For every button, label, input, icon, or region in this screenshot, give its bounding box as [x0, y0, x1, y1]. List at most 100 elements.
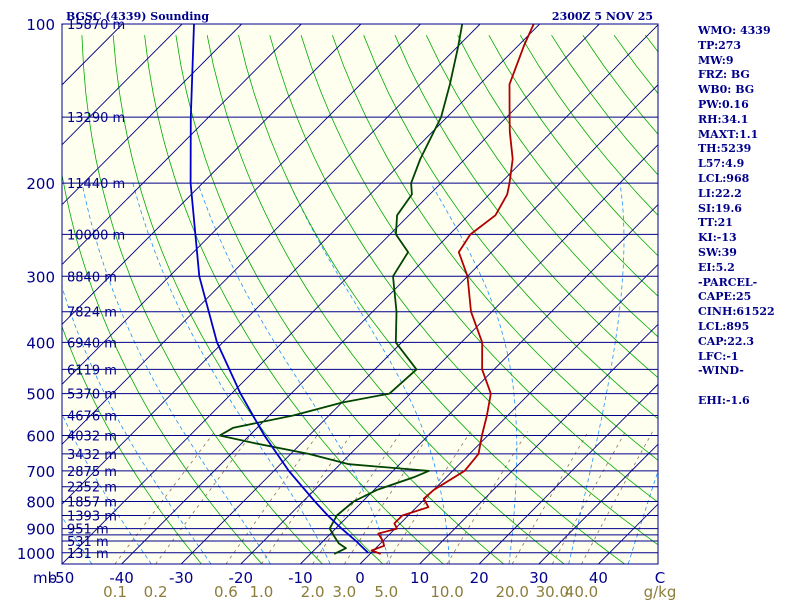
isotherm [121, 24, 658, 564]
mixing-ratio-line [551, 431, 626, 564]
moist-adiabat [568, 183, 625, 564]
mixing-ratio-tick-label: 0.1 [103, 583, 127, 600]
height-label: 15870 m [67, 18, 125, 33]
mixing-ratio-tick-label: 1.0 [249, 583, 273, 600]
stability-index: LFC:-1 [698, 349, 739, 363]
temperature-tick-labels: -50 -40 -30 -20 -10 0 10 20 30 40 [50, 569, 608, 587]
temperature-tick-label: 30 [529, 569, 548, 587]
sounding-series [189, 24, 535, 555]
stability-index: SW:39 [698, 245, 737, 259]
isobars [62, 24, 658, 554]
pressure-tick-label: 900 [26, 521, 55, 539]
stability-index: EI:5.2 [698, 260, 735, 274]
height-label: 13290 m [67, 111, 125, 126]
temperature-tick-label: -20 [229, 569, 254, 587]
stability-index: WMO: 4339 [698, 24, 771, 37]
isotherm [62, 24, 362, 326]
temperature-tick-label: -10 [288, 569, 313, 587]
dry-adiabat [206, 35, 565, 564]
moist-adiabat [62, 413, 152, 564]
stability-index: FRZ: BG [698, 68, 750, 82]
temperature-tick-label: 40 [589, 569, 608, 587]
height-label: 2875 m [67, 465, 117, 480]
mixing-ratio-tick-label: 2.0 [301, 583, 325, 600]
temperature-tick-label: -30 [169, 569, 194, 587]
dry-adiabat [62, 172, 263, 564]
stability-index: LI:22.2 [698, 186, 742, 200]
plot-frame [61, 23, 659, 565]
temperature-tick-label: -50 [50, 569, 75, 587]
dry-adiabat [81, 35, 323, 564]
dry-adiabat [332, 35, 658, 461]
stability-index: LCL:895 [698, 319, 750, 333]
moist-adiabat [289, 183, 450, 564]
pressure-tick-label: 800 [26, 494, 55, 512]
isotherm [62, 24, 64, 26]
plot-background [62, 24, 658, 564]
pressure-axis-label: mb [33, 569, 57, 587]
isotherm [300, 203, 658, 564]
stability-index: LCL:968 [698, 171, 750, 185]
isotherm [62, 24, 421, 385]
stability-index: CINH:61522 [698, 305, 775, 319]
height-label: 1857 m [67, 496, 117, 511]
isotherm [419, 323, 658, 564]
height-label: 6119 m [67, 363, 117, 378]
height-label: 7824 m [67, 306, 117, 321]
isotherm [478, 383, 658, 564]
height-label: 1393 m [67, 510, 117, 525]
pressure-tick-label: 400 [26, 334, 55, 352]
pressure-tick-label: 1000 [17, 545, 55, 563]
stability-index: CAPE:25 [698, 290, 752, 304]
dry-adiabat [488, 35, 658, 257]
plot-area [0, 24, 658, 564]
isotherm [62, 24, 302, 266]
stability-index: WB0: BG [698, 83, 755, 97]
stability-indices-panel: WMO: 4339 TP:273 MW:9 FRZ: BG WB0: BG PW:0.16… [698, 24, 798, 409]
dry-adiabat [175, 35, 504, 564]
valid-time: 2300Z 5 NOV 25 [552, 10, 653, 23]
height-labels: 15870 m 13290 m 11440 m 10000 m 8840 m 7824 m… [67, 18, 125, 562]
stability-index: TP:273 [698, 38, 742, 52]
height-label: 10000 m [67, 228, 125, 243]
height-label: 531 m [67, 535, 109, 550]
isotherm [180, 84, 658, 564]
dry-adiabat [269, 35, 658, 546]
stability-index: RH:34.1 [698, 112, 749, 126]
isotherm [62, 24, 183, 146]
mixing-ratio-tick-label: 0.2 [144, 583, 168, 600]
pressure-tick-label: 700 [26, 463, 55, 481]
temperature-tick-label: -40 [109, 569, 134, 587]
height-label: 5370 m [67, 388, 117, 403]
height-label: 8840 m [67, 270, 117, 285]
height-label: 2352 m [67, 481, 117, 496]
temperature-tick-label: 10 [410, 569, 429, 587]
stability-index [698, 379, 798, 394]
temperature-tick-label: 20 [470, 569, 489, 587]
height-label: 11440 m [67, 177, 125, 192]
pressure-tick-label: 100 [26, 16, 55, 34]
stability-index: MAXT:1.1 [698, 127, 759, 141]
stability-index: EHI:-1.6 [698, 393, 750, 407]
isotherm [0, 24, 3, 564]
dry-adiabat [425, 35, 658, 338]
isotherm [538, 443, 658, 564]
mixing-ratio-tick-label: 10.0 [430, 583, 463, 600]
parcel-trace [189, 24, 369, 554]
mixing-ratio-tick-label: 0.6 [214, 583, 238, 600]
pressure-tick-label: 300 [26, 268, 55, 286]
stability-index: KI:-13 [698, 231, 737, 245]
stability-index: L57:4.9 [698, 157, 745, 171]
pressure-tick-labels: 100 200 300 400 500 600 700 800 900 1000 [17, 16, 55, 563]
isotherm [62, 24, 243, 206]
height-label: 4032 m [67, 430, 117, 445]
height-label: 3432 m [67, 448, 117, 463]
dry-adiabat [62, 325, 202, 564]
temperature-trace [370, 24, 535, 555]
stability-index: TH:5239 [698, 142, 752, 156]
stability-index: -PARCEL- [698, 275, 758, 289]
isotherm [62, 24, 541, 505]
dry-adiabat [394, 35, 658, 379]
mixing-ratio-tick-label: 5.0 [374, 583, 398, 600]
